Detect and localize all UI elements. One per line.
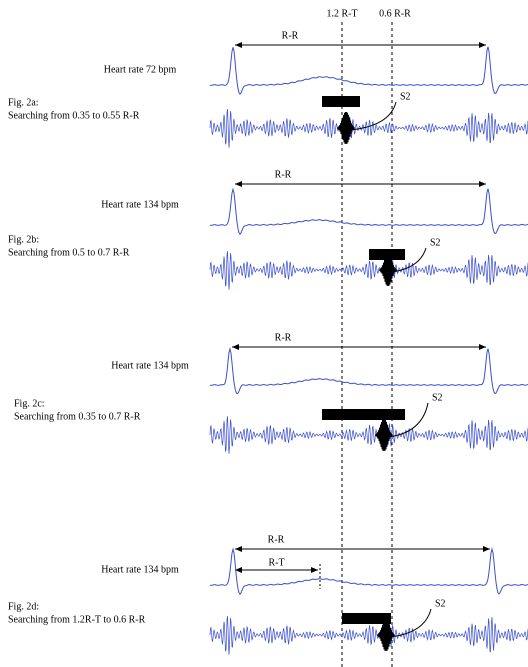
- rr-label: R-R: [282, 30, 299, 41]
- pcg-trace: [209, 250, 528, 290]
- heart-rate: Heart rate 134 bpm: [111, 360, 189, 371]
- pcg-trace: [209, 108, 528, 148]
- ecg-trace: [209, 187, 528, 235]
- search-window: [322, 409, 405, 420]
- fig-label: Fig. 2c:: [14, 398, 45, 409]
- ecg-trace: [209, 547, 528, 595]
- pcg-trace: [209, 615, 528, 655]
- s2-label: S2: [435, 598, 446, 609]
- search-range: Searching from 0.35 to 0.55 R-R: [8, 110, 140, 121]
- search-window: [342, 613, 391, 624]
- s2-label: S2: [400, 91, 411, 102]
- search-window: [369, 249, 405, 260]
- rr-label: R-R: [275, 332, 292, 343]
- rt-label: R-T: [268, 557, 284, 568]
- s2-burst: [337, 111, 355, 144]
- marker-label: 0.6 R-R: [379, 8, 411, 19]
- search-range: Searching from 0.5 to 0.7 R-R: [8, 247, 130, 258]
- heart-rate: Heart rate 72 bpm: [104, 64, 177, 75]
- s2-label: S2: [432, 392, 443, 403]
- search-range: Searching from 0.35 to 0.7 R-R: [14, 411, 141, 422]
- fig-label: Fig. 2b:: [8, 234, 39, 245]
- heart-rate: Heart rate 134 bpm: [101, 564, 179, 575]
- s2-label: S2: [430, 237, 441, 248]
- search-window: [322, 96, 360, 107]
- ecg-trace: [209, 46, 528, 95]
- heart-rate: Heart rate 134 bpm: [101, 199, 179, 210]
- pcg-trace: [209, 416, 528, 454]
- s2-pointer: [391, 247, 427, 273]
- search-range: Searching from 1.2R-T to 0.6 R-R: [8, 614, 146, 625]
- s2-pointer: [387, 402, 429, 438]
- fig-label: Fig. 2d:: [8, 601, 39, 612]
- rr-label: R-R: [275, 169, 292, 180]
- ecg-trace: [209, 346, 528, 395]
- rr-label: R-R: [268, 534, 285, 545]
- s2-pointer: [389, 608, 432, 638]
- s2-pointer: [349, 101, 397, 131]
- marker-label: 1.2 R-T: [326, 8, 357, 19]
- fig-label: Fig. 2a:: [8, 97, 39, 108]
